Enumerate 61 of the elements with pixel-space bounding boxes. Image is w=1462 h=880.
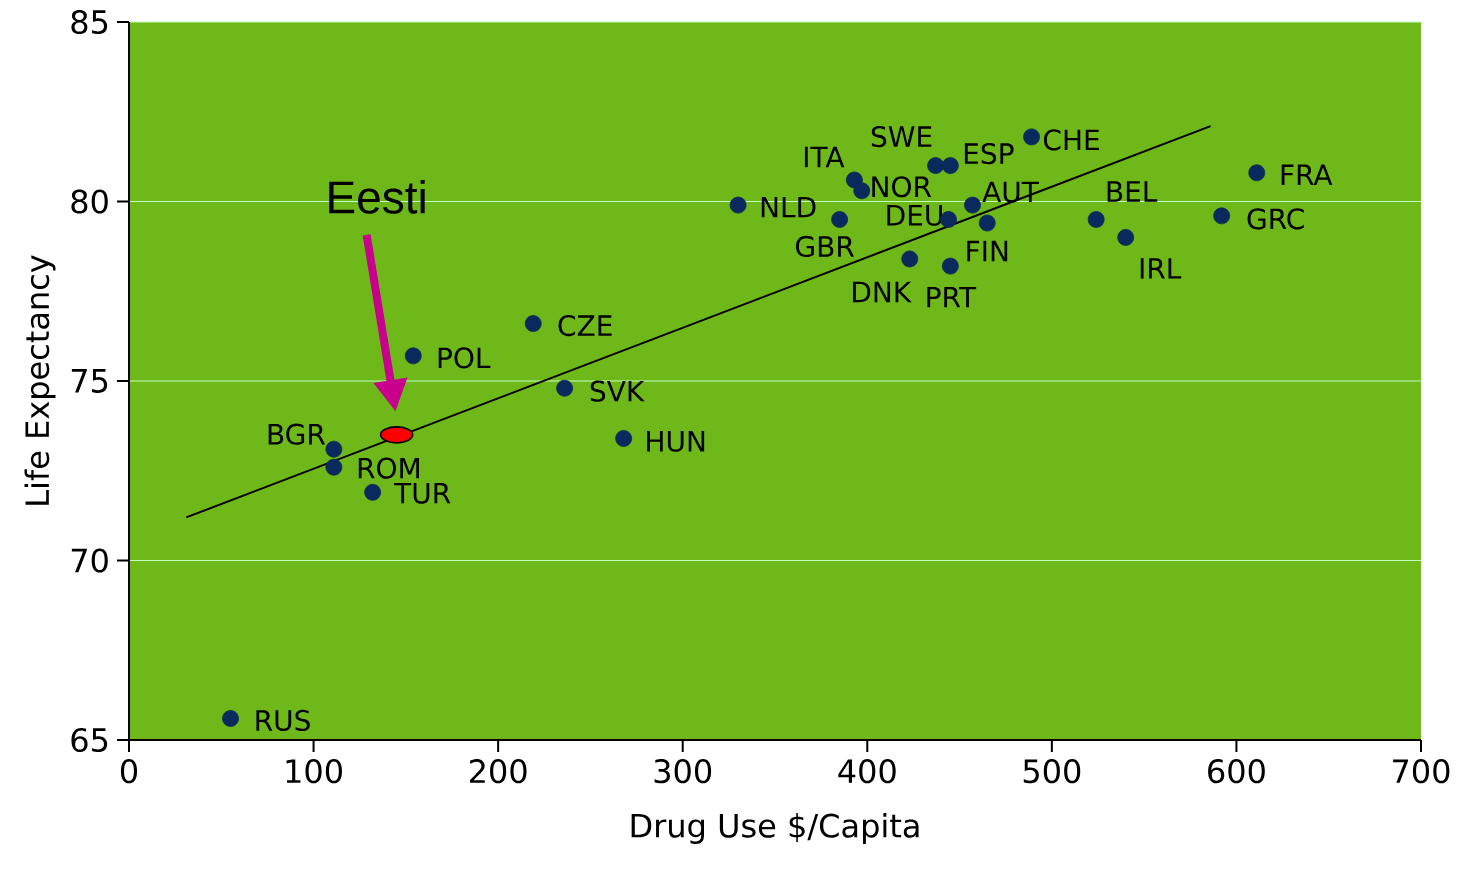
point	[1087, 211, 1105, 228]
annotation: HUN	[647, 431, 705, 452]
point	[978, 214, 996, 232]
x-tick-label: 400	[838, 759, 896, 784]
annotation: IRL	[1140, 258, 1182, 279]
annotation: GRC	[1247, 208, 1304, 230]
y-tick-label: 65	[71, 727, 108, 753]
point	[222, 710, 239, 727]
annotation: FIN	[967, 240, 1008, 262]
annotation: DEU	[887, 205, 942, 226]
annotation: POL	[438, 347, 491, 369]
point	[941, 157, 959, 174]
annotation: BGR	[268, 423, 326, 445]
point	[364, 483, 382, 501]
annotation: SVK	[590, 380, 645, 402]
point	[404, 347, 422, 365]
point	[927, 157, 944, 174]
annotation: CZE	[558, 314, 612, 337]
point	[1117, 229, 1135, 246]
point	[325, 440, 343, 458]
point	[524, 315, 542, 332]
y-axis-title: Life Expectancy	[24, 255, 56, 505]
point	[1248, 164, 1266, 182]
annotation: FRA	[1281, 164, 1333, 185]
y-tick-label: 80	[71, 189, 108, 214]
x-tick-label: 300	[654, 759, 712, 784]
point	[556, 379, 573, 397]
x-tick-label: 700	[1393, 759, 1450, 784]
x-tick-label: 200	[469, 759, 527, 784]
point	[1023, 128, 1040, 146]
point	[831, 211, 848, 228]
point	[901, 250, 919, 268]
annotation: BEL	[1107, 181, 1158, 202]
point	[941, 257, 959, 275]
x-tick-label: 500	[1023, 759, 1081, 784]
annotation: GBR	[795, 235, 854, 258]
y-tick-label: 85	[71, 9, 108, 35]
x-axis-title: Drug Use $/Capita	[631, 813, 919, 844]
point	[615, 430, 633, 447]
annotation: NLD	[761, 196, 816, 218]
annotation: DNK	[853, 281, 912, 303]
annotation: ROM	[358, 457, 419, 479]
annotation: NOR	[872, 176, 932, 198]
x-tick-label: 100	[286, 759, 342, 784]
point	[325, 458, 343, 476]
annotation: ITA	[804, 146, 845, 168]
annotation: RUS	[256, 709, 310, 732]
annotation: CHE	[1043, 129, 1099, 151]
annotation: ESP	[964, 143, 1014, 165]
annotation: PRT	[927, 286, 977, 308]
point	[1213, 207, 1231, 225]
y-tick-label: 75	[71, 369, 108, 393]
y-tick-label: 70	[71, 548, 108, 573]
annotation: TUR	[394, 482, 451, 504]
annotation: SWE	[871, 126, 932, 148]
x-tick-label: 600	[1208, 759, 1265, 784]
point	[964, 196, 981, 214]
point	[729, 196, 747, 214]
annotation: AUT	[982, 181, 1039, 203]
point	[853, 182, 871, 200]
x-tick-label: 0	[120, 759, 138, 784]
